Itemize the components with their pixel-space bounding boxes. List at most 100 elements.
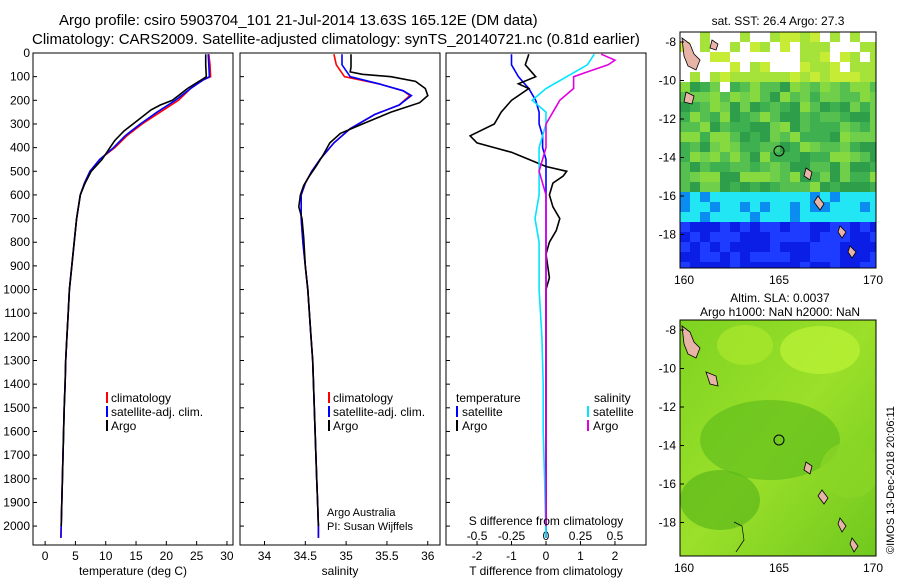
sst-cell <box>730 242 740 252</box>
sst-cell <box>860 242 870 252</box>
legend-swatch-satellite-adj <box>328 406 330 417</box>
sst-cell <box>740 152 750 162</box>
sst-cell <box>690 112 700 122</box>
sst-cell <box>860 142 870 152</box>
sst-cell <box>740 32 750 42</box>
sst-cell <box>780 112 790 122</box>
sst-cell <box>680 142 690 152</box>
sst-cell <box>720 102 730 112</box>
sst-cell <box>700 112 710 122</box>
sst-cell <box>770 132 780 142</box>
sst-cell <box>710 82 720 92</box>
sst-cell <box>870 132 876 142</box>
sst-cell <box>850 212 860 222</box>
sst-cell <box>840 82 850 92</box>
sst-cell <box>830 242 840 252</box>
sst-cell <box>710 112 720 122</box>
sst-cell <box>800 252 810 262</box>
sst-cell <box>800 112 810 122</box>
sst-cell <box>840 202 850 212</box>
sst-cell <box>780 72 790 82</box>
sst-cell <box>680 232 690 242</box>
sst-cell <box>780 102 790 112</box>
sst-cell <box>720 192 730 202</box>
sst-cell <box>840 222 850 232</box>
series-line <box>530 53 595 538</box>
sst-cell <box>760 82 770 92</box>
sst-cell <box>780 262 790 268</box>
sst-cell <box>770 202 780 212</box>
sst-cell <box>850 62 860 72</box>
sst-cell <box>830 32 840 42</box>
sst-cell <box>790 262 800 268</box>
sst-cell <box>870 262 876 268</box>
sst-map-title: sat. SST: 26.4 Argo: 27.3 <box>712 14 845 28</box>
legend-swatch-argo <box>328 420 330 431</box>
sst-cell <box>820 82 830 92</box>
sst-cell <box>760 72 770 82</box>
sst-cell <box>700 42 710 52</box>
sst-cell <box>720 202 730 212</box>
map-x-tick-label: 160 <box>674 561 694 575</box>
sst-cell <box>860 192 870 202</box>
sst-cell <box>690 202 700 212</box>
sst-cell <box>820 242 830 252</box>
sst-cell <box>790 252 800 262</box>
sst-cell <box>810 132 820 142</box>
sst-cell <box>820 152 830 162</box>
sst-cell <box>710 152 720 162</box>
sst-cell <box>850 122 860 132</box>
sst-cell <box>680 112 690 122</box>
sst-cell <box>760 112 770 122</box>
sst-cell <box>840 152 850 162</box>
sst-cell <box>840 192 850 202</box>
sst-cell <box>810 212 820 222</box>
sst-cell <box>860 82 870 92</box>
sst-cell <box>790 32 800 42</box>
sst-cells <box>680 32 876 268</box>
sst-cell <box>730 222 740 232</box>
sst-cell <box>730 142 740 152</box>
sst-cell <box>780 142 790 152</box>
sst-cell <box>730 262 740 268</box>
argo-australia-credit: Argo Australia <box>327 507 396 519</box>
sst-cell <box>830 152 840 162</box>
sst-cell <box>720 52 730 62</box>
sst-cell <box>860 232 870 242</box>
sst-cell <box>840 252 850 262</box>
sst-cell <box>760 222 770 232</box>
figure-title-line2: Climatology: CARS2009. Satellite-adjuste… <box>32 31 640 48</box>
sst-cell <box>800 222 810 232</box>
sst-cell <box>820 142 830 152</box>
sst-cell <box>820 122 830 132</box>
sst-cell <box>830 212 840 222</box>
sst-cell <box>690 242 700 252</box>
sst-cell <box>830 162 840 172</box>
sst-cell <box>810 162 820 172</box>
difference-lines <box>468 53 617 538</box>
sst-cell <box>780 92 790 102</box>
legend-label-argo: Argo <box>111 419 137 433</box>
depth-tick-label: 1000 <box>3 283 30 297</box>
sst-cell <box>760 202 770 212</box>
sst-cell <box>830 112 840 122</box>
sst-cell <box>740 192 750 202</box>
x-tick-label: 25 <box>190 549 204 563</box>
sst-cell <box>740 82 750 92</box>
sst-cell <box>760 172 770 182</box>
sst-cell <box>870 62 876 72</box>
map-x-tick-label: 170 <box>863 273 883 287</box>
sst-cell <box>750 152 760 162</box>
legend-swatch-argo <box>106 420 108 431</box>
sst-cell <box>690 212 700 222</box>
sst-cell <box>830 182 840 192</box>
sst-cell <box>810 32 820 42</box>
sst-cell <box>720 172 730 182</box>
sst-cell <box>720 232 730 242</box>
sst-cell <box>820 112 830 122</box>
sst-cell <box>740 232 750 242</box>
sst-cell <box>870 242 876 252</box>
sst-cell <box>740 92 750 102</box>
legend-swatch-t-satellite <box>456 406 458 417</box>
sst-cell <box>680 82 690 92</box>
